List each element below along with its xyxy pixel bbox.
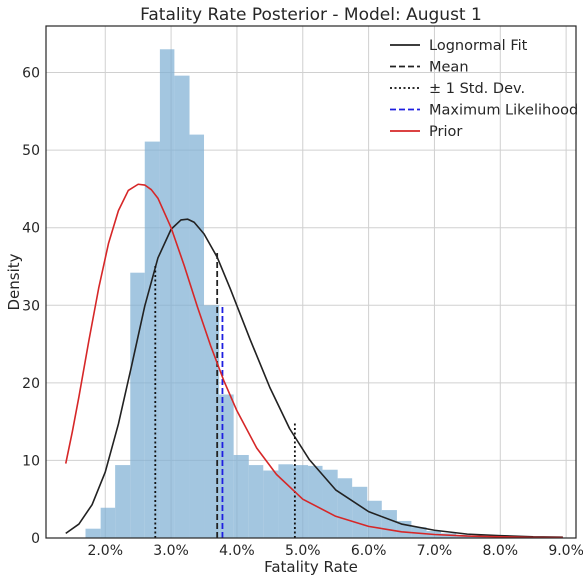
- y-tick-label: 40: [22, 221, 40, 237]
- histogram-bar: [248, 465, 264, 538]
- histogram-bar: [130, 272, 145, 538]
- histogram-bar: [470, 536, 486, 538]
- histogram-bar: [233, 454, 249, 538]
- legend-entry-label: Prior: [429, 124, 462, 140]
- histogram-bar: [219, 394, 234, 538]
- histogram-bar: [100, 507, 116, 538]
- histogram-bar: [308, 465, 323, 538]
- series-lines: [64, 183, 563, 539]
- chart-title: Fatality Rate Posterior - Model: August …: [140, 5, 482, 25]
- legend-entry-label: Mean: [429, 60, 469, 76]
- y-tick-label: 20: [22, 376, 40, 392]
- y-tick-label: 0: [31, 531, 40, 547]
- y-tick-label: 10: [22, 453, 40, 469]
- y-axis-ticks: 0 10 20 30 40 50 60: [22, 66, 40, 547]
- series-prior: [64, 183, 563, 539]
- y-tick-label: 50: [22, 143, 40, 159]
- histogram-bar: [159, 49, 175, 538]
- x-tick-label: 3.0%: [153, 543, 189, 559]
- legend-entry-label: Maximum Likelihood: [429, 103, 578, 119]
- histogram-bar: [352, 486, 368, 538]
- x-tick-label: 6.0%: [351, 543, 387, 559]
- histogram-bar: [144, 141, 160, 538]
- legend: Lognormal Fit Mean ± 1 Std. Dev. Maximum Li…: [390, 38, 578, 140]
- legend-entry-label: ± 1 Std. Dev.: [429, 81, 525, 97]
- histogram-bar: [174, 75, 190, 538]
- histogram-bar: [278, 464, 293, 538]
- x-tick-label: 7.0%: [417, 543, 453, 559]
- x-tick-label: 4.0%: [219, 543, 255, 559]
- legend-entry-label: Lognormal Fit: [429, 38, 528, 54]
- histogram-bar: [263, 470, 279, 538]
- x-tick-label: 2.0%: [87, 543, 123, 559]
- y-tick-label: 30: [22, 298, 40, 314]
- x-tick-label: 9.0%: [548, 543, 583, 559]
- histogram-bar: [381, 510, 397, 538]
- x-tick-label: 5.0%: [285, 543, 321, 559]
- x-axis-label: Fatality Rate: [264, 558, 358, 576]
- histogram-bar: [322, 469, 338, 538]
- histogram-bar: [189, 134, 205, 538]
- histogram-bar: [85, 528, 101, 538]
- histogram-bar: [204, 305, 220, 538]
- y-axis-label: Density: [5, 253, 23, 310]
- x-tick-label: 8.0%: [482, 543, 518, 559]
- histogram-bar: [367, 500, 382, 538]
- x-axis-ticks: 2.0% 3.0% 4.0% 5.0% 6.0% 7.0% 8.0% 9.0%: [87, 543, 583, 559]
- y-tick-label: 60: [22, 66, 40, 82]
- histogram-bar: [115, 465, 131, 538]
- histogram-bar: [292, 465, 309, 538]
- plot-frame: [45, 25, 577, 539]
- histogram-bars: [85, 49, 530, 538]
- histogram-bar: [337, 478, 353, 538]
